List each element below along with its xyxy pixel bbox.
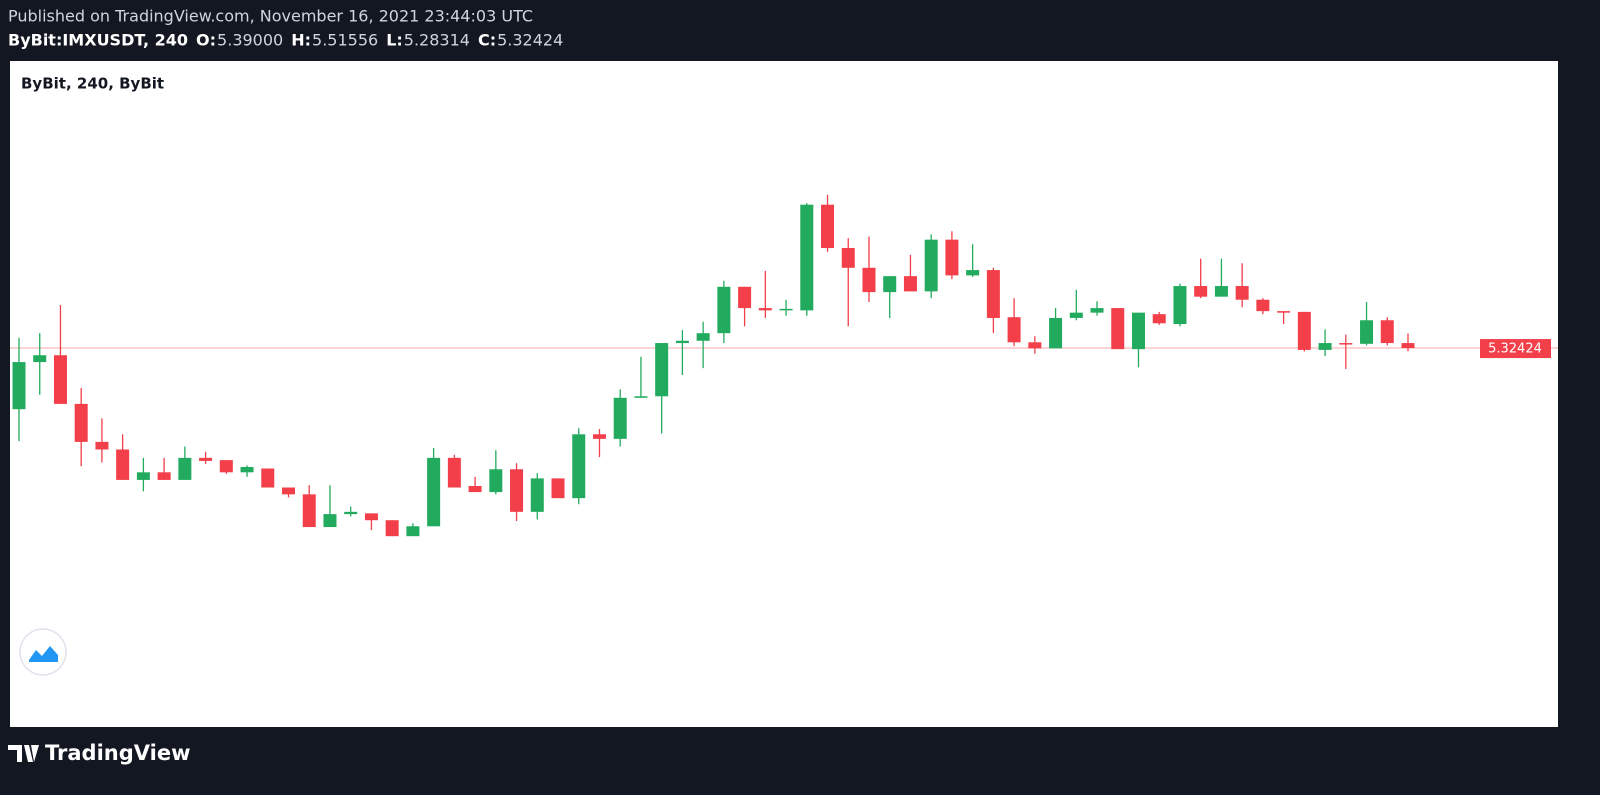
candle-body xyxy=(95,441,109,450)
candle-body xyxy=(738,286,752,309)
candle-body xyxy=(178,457,192,480)
candle-body xyxy=(510,469,524,512)
candle-body xyxy=(883,276,897,293)
candle-body xyxy=(302,494,316,528)
candle-body xyxy=(116,449,130,480)
ohlc-key: O: xyxy=(196,31,216,50)
candle-body xyxy=(903,276,917,292)
footer-logo: TradingView xyxy=(8,741,190,765)
candle-body xyxy=(1256,299,1270,312)
candle-body xyxy=(219,460,233,473)
candle-body xyxy=(758,308,772,311)
candle-body xyxy=(489,469,503,493)
candle-body xyxy=(1049,317,1063,349)
candle-body xyxy=(1069,312,1083,318)
candle-body xyxy=(634,396,648,398)
candle-body xyxy=(33,355,47,363)
candle-body xyxy=(364,513,378,521)
candle-body xyxy=(1360,320,1374,344)
candle-body xyxy=(779,308,793,311)
candle-body xyxy=(323,514,337,528)
candle-body xyxy=(1214,286,1228,297)
candle-body xyxy=(717,286,731,334)
ohlc-key: H: xyxy=(291,31,311,50)
candle-body xyxy=(1277,311,1291,313)
ohlc-key: L: xyxy=(386,31,403,50)
candle-body xyxy=(74,403,88,442)
watermark-logo xyxy=(19,628,67,676)
ohlc-key: C: xyxy=(478,31,496,50)
candle-body xyxy=(572,434,586,499)
candle-body xyxy=(261,468,275,488)
ohlc-value: 5.51556 xyxy=(312,31,378,50)
brand-name: TradingView xyxy=(45,741,190,765)
candle-body xyxy=(1339,343,1353,345)
last-price-label: 5.32424 xyxy=(1488,342,1542,357)
logo-circle xyxy=(19,628,67,676)
candle-body xyxy=(1297,311,1311,350)
candle-body xyxy=(800,204,814,311)
candle-body xyxy=(696,333,710,341)
candle-body xyxy=(986,270,1000,318)
candle-body xyxy=(1111,308,1125,350)
candle-body xyxy=(1401,343,1415,349)
ohlc-value: 5.28314 xyxy=(404,31,470,50)
ohlc-value: 5.39000 xyxy=(217,31,283,50)
candle-body xyxy=(966,270,980,276)
candle-body xyxy=(1131,312,1145,350)
candle-body xyxy=(675,340,689,344)
candle-body xyxy=(924,239,938,292)
candle-body xyxy=(1173,286,1187,325)
published-line: Published on TradingView.com, November 1… xyxy=(8,7,533,26)
last-price-tag xyxy=(1480,339,1551,359)
candle-body xyxy=(53,355,67,404)
candle-body xyxy=(12,362,26,410)
candle-body xyxy=(945,239,959,276)
chart-title: ByBit, 240, ByBit xyxy=(21,75,164,93)
candle-body xyxy=(841,248,855,268)
candle-body xyxy=(821,204,835,249)
candle-body xyxy=(530,478,544,512)
candle-body xyxy=(1194,286,1208,297)
candle-body xyxy=(613,397,627,439)
candle-body xyxy=(199,457,213,461)
ohlc-line: ByBit:IMXUSDT, 240 O: 5.39000 H: 5.51556 L: 5.… xyxy=(8,31,563,50)
candle-body xyxy=(1235,286,1249,300)
candle-body xyxy=(136,472,150,480)
candle-body xyxy=(427,457,441,527)
candle-body xyxy=(468,485,482,493)
candle-body xyxy=(1380,320,1394,344)
candle-body xyxy=(447,457,461,488)
candle-body xyxy=(1318,343,1332,350)
candle-body xyxy=(157,472,171,480)
plot-area xyxy=(10,61,1558,727)
candle-body xyxy=(282,487,296,495)
candle-body xyxy=(1028,342,1042,349)
symbol: ByBit:IMXUSDT, 240 xyxy=(8,31,188,50)
candle-body xyxy=(551,478,565,499)
candle-body xyxy=(1007,317,1021,343)
candle-body xyxy=(385,520,399,537)
candle-body xyxy=(862,267,876,293)
candle-body xyxy=(406,526,420,537)
candle-body xyxy=(1152,314,1166,324)
candle-body xyxy=(1090,308,1104,313)
candle-body xyxy=(655,343,669,397)
candle-body xyxy=(344,511,358,515)
logo-shape xyxy=(29,646,58,662)
ohlc-value: 5.32424 xyxy=(497,31,563,50)
candle-body xyxy=(240,466,254,473)
candle-body xyxy=(592,434,606,439)
candles xyxy=(10,194,1558,537)
brand-mark xyxy=(8,745,39,762)
